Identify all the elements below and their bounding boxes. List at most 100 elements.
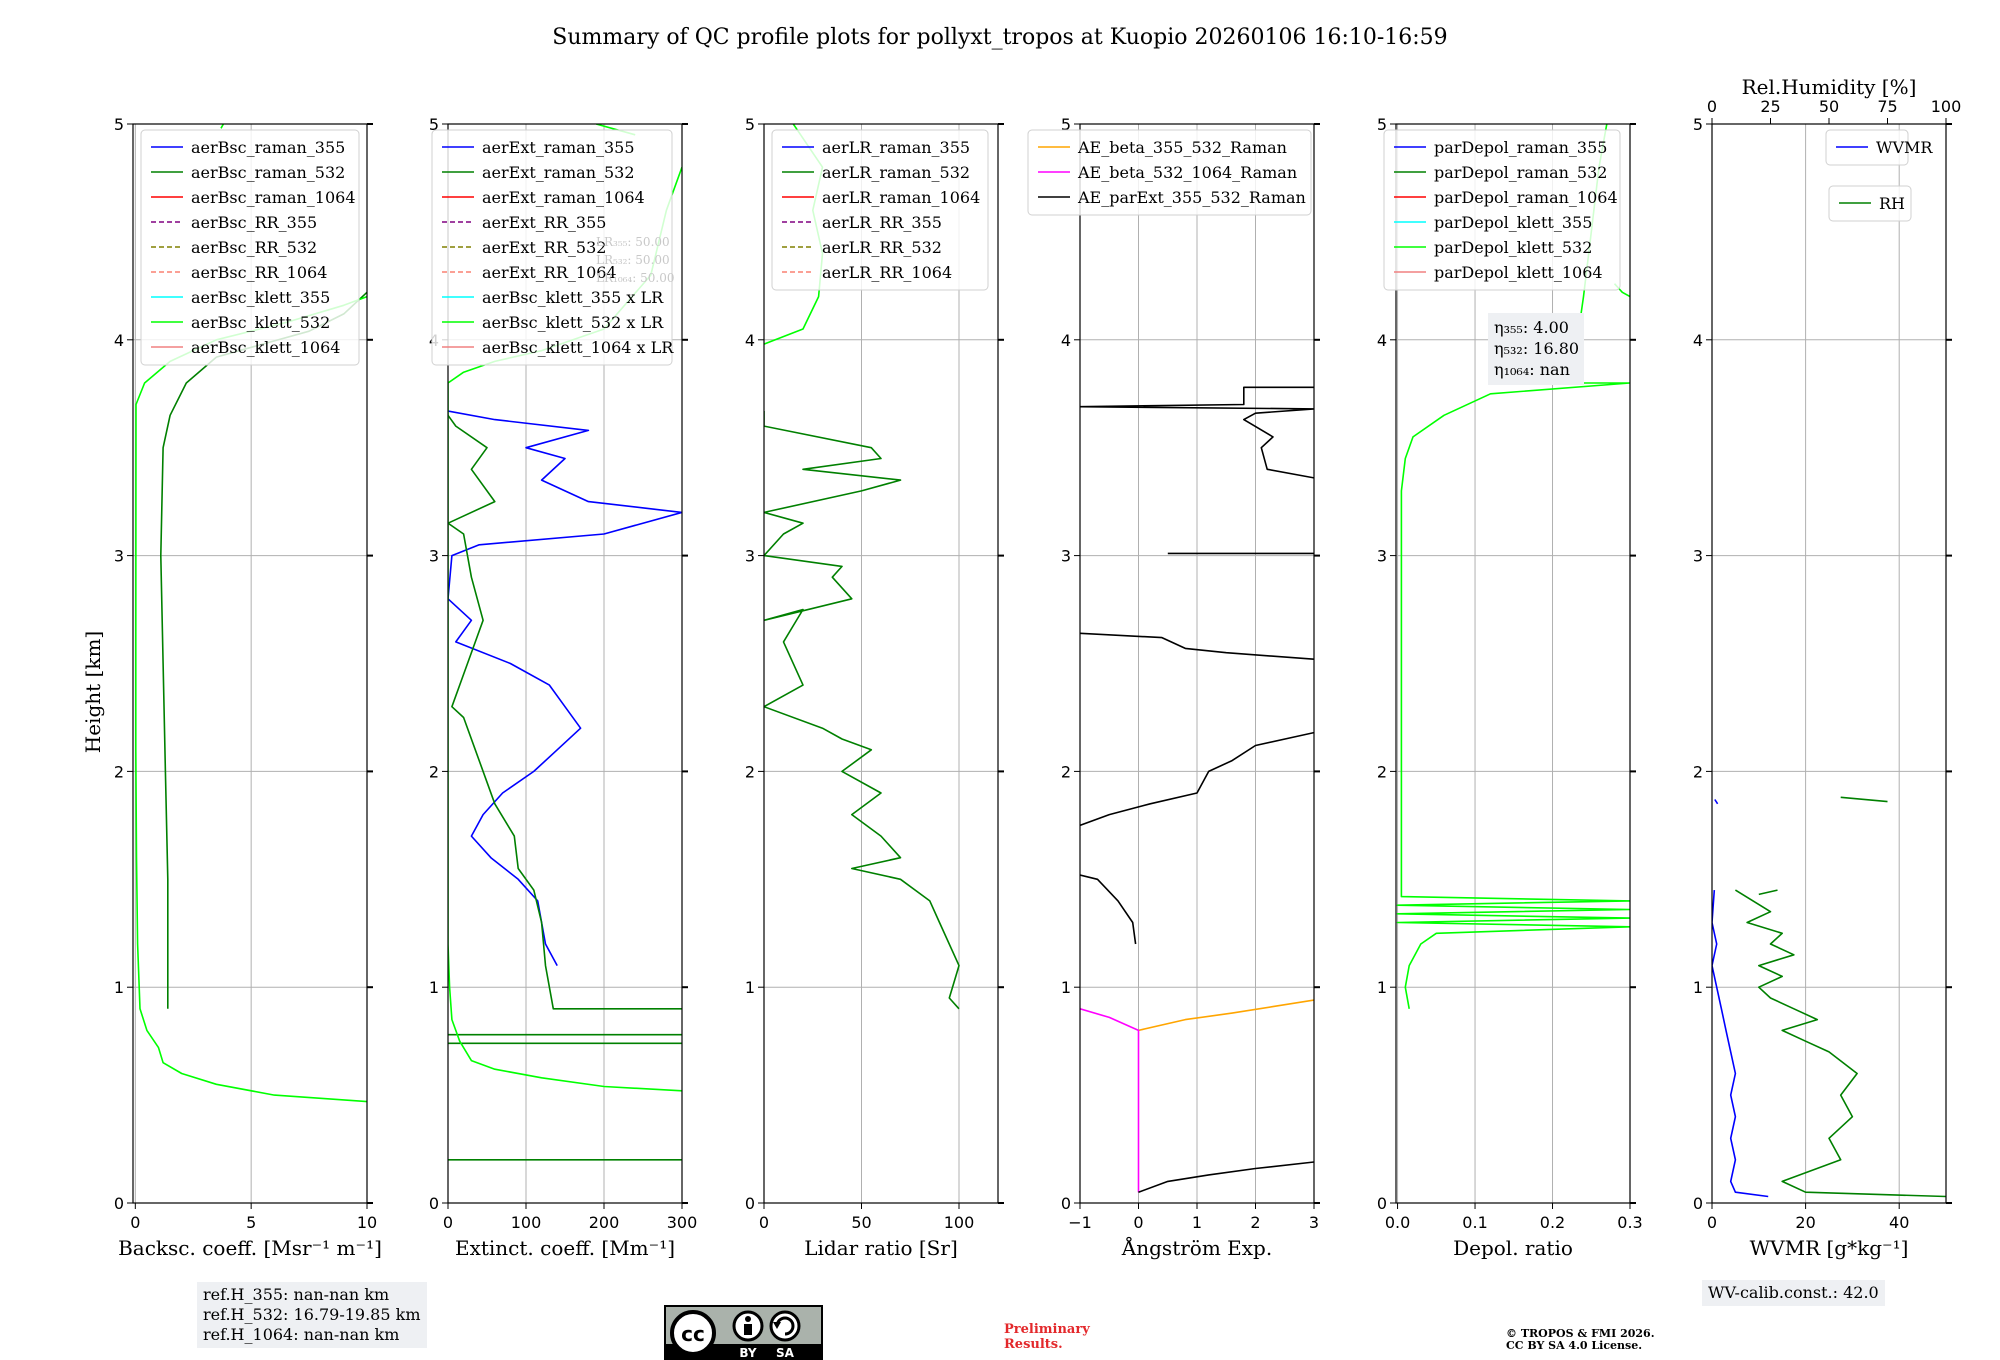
y-tick-label: 3 xyxy=(1061,547,1071,566)
x-tick-label: 0 xyxy=(759,1213,769,1232)
series-line-RH_b xyxy=(1758,889,1778,896)
legend-label: parDepol_klett_532 xyxy=(1434,238,1592,257)
legend-label: aerBsc_klett_532 x LR xyxy=(482,313,664,332)
y-tick-label: 3 xyxy=(745,547,755,566)
x2-tick-label: 50 xyxy=(1819,97,1839,116)
legend: aerLR_raman_355 aerLR_raman_532 aerLR_rama… xyxy=(771,129,989,291)
y-tick-label: 2 xyxy=(1377,762,1387,781)
y-tick-label: 3 xyxy=(1693,547,1703,566)
legend: aerBsc_raman_355 aerBsc_raman_532 aerBsc_r… xyxy=(140,129,360,366)
legend: aerExt_raman_355 aerExt_raman_532 aerExt_r… xyxy=(431,129,674,366)
y-tick-label: 5 xyxy=(114,115,124,134)
series-line-WVMR_top xyxy=(1714,799,1719,805)
legend-label: aerLR_raman_1064 xyxy=(822,188,980,207)
x-tick-label: 3 xyxy=(1309,1213,1319,1232)
x-axis-label: Lidar ratio [Sr] xyxy=(804,1236,958,1260)
series-line-RH xyxy=(1734,889,1946,1198)
panel-lidar_ratio: 0 50 100 0 1 2 3 4 5 Lidar ratio [Sr] aerLR_raman_… xyxy=(745,115,1004,1260)
legend-label: AE_beta_532_1064_Raman xyxy=(1077,163,1297,182)
annotation-text: LR₃₅₅: 50.00 xyxy=(596,235,670,249)
legend-frame xyxy=(1383,129,1621,291)
series-line-AE_beta_355_532_Raman xyxy=(1138,999,1314,1032)
legend-label: aerBsc_klett_532 xyxy=(191,313,330,332)
sharealike-icon xyxy=(769,1310,801,1342)
x-tick-label: 1 xyxy=(1192,1213,1202,1232)
y-tick-label: 2 xyxy=(745,762,755,781)
legend-label: aerBsc_klett_355 x LR xyxy=(482,288,664,307)
y-tick-label: 2 xyxy=(114,762,124,781)
x-tick-label: 0.3 xyxy=(1617,1213,1642,1232)
x2-axis-label: Rel.Humidity [%] xyxy=(1742,75,1917,99)
panel-extinction: 0100200300012345Extinct. coeff. [Mm⁻¹]ae… xyxy=(429,115,697,1260)
x-tick-label: 0 xyxy=(1707,1213,1717,1232)
x-axis-label: Depol. ratio xyxy=(1453,1236,1573,1260)
y-tick-label: 3 xyxy=(1377,547,1387,566)
x-tick-label: 50 xyxy=(851,1213,871,1232)
legend-label: aerBsc_raman_1064 xyxy=(191,188,356,207)
annotation-text: η₁₀₆₄: nan xyxy=(1494,360,1570,379)
x-tick-label: 0 xyxy=(130,1213,140,1232)
x-tick-label: 10 xyxy=(357,1213,377,1232)
series-line-aerBsc_klett_532_top xyxy=(220,124,225,129)
legend-label: aerBsc_klett_1064 x LR xyxy=(482,338,674,357)
legend-label: aerBsc_RR_1064 xyxy=(191,263,327,282)
x-tick-label: 100 xyxy=(944,1213,975,1232)
legend: AE_beta_355_532_Raman AE_beta_532_1064_Ra… xyxy=(1027,129,1312,216)
legend-label: aerExt_raman_532 xyxy=(482,163,635,182)
svg-text:BY: BY xyxy=(739,1346,756,1360)
y-tick-label: 4 xyxy=(1377,331,1387,350)
x-tick-label: 5 xyxy=(246,1213,256,1232)
x-axis-label: Backsc. coeff. [Msr⁻¹ m⁻¹] xyxy=(118,1236,382,1260)
y-axis-label: Height [km] xyxy=(81,631,105,753)
x-tick-label: 100 xyxy=(511,1213,542,1232)
y-tick-label: 1 xyxy=(114,978,124,997)
figure-title: Summary of QC profile plots for pollyxt_… xyxy=(552,25,1447,50)
panel-depol: 0.0 0.1 0.2 0.3 0 1 2 3 4 5 Depol. ratio parDepol_r… xyxy=(1377,115,1643,1260)
svg-text:SA: SA xyxy=(776,1346,795,1360)
y-tick-label: 4 xyxy=(1061,331,1071,350)
legend-label: parDepol_klett_355 xyxy=(1434,213,1592,232)
legend-label: WVMR xyxy=(1876,138,1933,157)
axes-frame xyxy=(763,123,999,1204)
legend: parDepol_raman_355 parDepol_raman_532 parD… xyxy=(1383,129,1621,291)
series-line-AE_beta_532_1064_Raman xyxy=(1080,1008,1140,1193)
y-tick-label: 1 xyxy=(1377,978,1387,997)
legend-label: aerLR_raman_355 xyxy=(822,138,970,157)
x-tick-label: 20 xyxy=(1795,1213,1815,1232)
y-tick-label: 4 xyxy=(1693,331,1703,350)
annotation-text: η₅₃₂: 16.80 xyxy=(1494,339,1579,358)
legend-label: AE_beta_355_532_Raman xyxy=(1077,138,1287,157)
y-tick-label: 1 xyxy=(1061,978,1071,997)
y-tick-label: 0 xyxy=(1693,1194,1703,1213)
legend-label: aerBsc_raman_532 xyxy=(191,163,345,182)
x2-tick-label: 0 xyxy=(1707,97,1717,116)
legend-label: aerLR_raman_532 xyxy=(822,163,970,182)
legend-frame xyxy=(1027,129,1312,216)
legend-label: aerLR_RR_532 xyxy=(822,238,942,257)
y-tick-label: 1 xyxy=(745,978,755,997)
axes-frame xyxy=(447,123,683,1204)
y-tick-label: 2 xyxy=(429,762,439,781)
x2-tick-label: 100 xyxy=(1931,97,1962,116)
cc-icon xyxy=(670,1310,716,1356)
x-tick-label: 0 xyxy=(1133,1213,1143,1232)
y-tick-label: 0 xyxy=(745,1194,755,1213)
x-tick-label: 0 xyxy=(443,1213,453,1232)
series-line-aerExt_raman_532 xyxy=(448,414,682,1010)
series-line-aerLR_raman_532 xyxy=(764,411,960,1010)
x-tick-label: 0.0 xyxy=(1385,1213,1410,1232)
legend-wvmr: WVMR xyxy=(1825,129,1933,166)
legend-label: aerBsc_raman_355 xyxy=(191,138,345,157)
series-group xyxy=(1080,386,1314,1193)
axes-frame xyxy=(132,123,368,1204)
svg-text:cc: cc xyxy=(681,1322,705,1346)
legend-label: aerExt_raman_355 xyxy=(482,138,635,157)
series-line-AE_parExt_1 xyxy=(1138,1161,1314,1193)
series-line-AE_parExt_4 xyxy=(1080,632,1314,660)
legend-label: aerBsc_RR_532 xyxy=(191,238,317,257)
x-axis-label: Ångström Exp. xyxy=(1121,1235,1272,1260)
y-tick-label: 0 xyxy=(114,1194,124,1213)
legend-label: aerBsc_klett_1064 xyxy=(191,338,340,357)
